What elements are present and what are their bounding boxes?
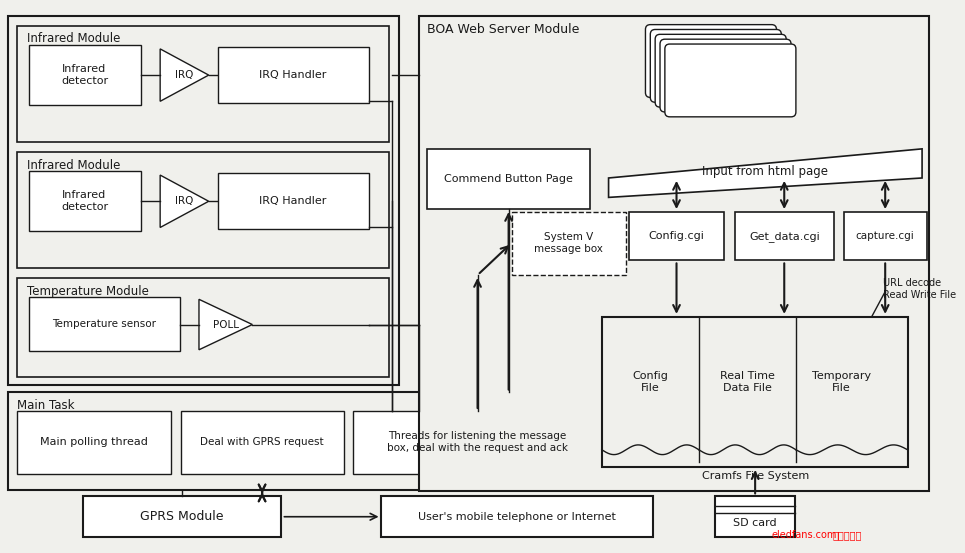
Text: IRQ: IRQ: [176, 196, 194, 206]
Text: System V
message box: System V message box: [535, 232, 603, 254]
Text: Temperature sensor: Temperature sensor: [52, 319, 156, 328]
FancyBboxPatch shape: [82, 497, 282, 537]
Text: Main Task: Main Task: [17, 399, 75, 413]
Text: Infrared
detector: Infrared detector: [61, 190, 108, 212]
FancyBboxPatch shape: [844, 212, 927, 260]
Text: Infrared Module: Infrared Module: [27, 33, 121, 45]
FancyBboxPatch shape: [8, 16, 399, 385]
Text: SD card: SD card: [733, 518, 777, 528]
FancyBboxPatch shape: [8, 393, 610, 489]
Text: Get_data.cgi: Get_data.cgi: [749, 231, 819, 242]
FancyBboxPatch shape: [353, 411, 602, 474]
FancyBboxPatch shape: [629, 212, 724, 260]
Text: Infrared
detector: Infrared detector: [61, 64, 108, 86]
FancyBboxPatch shape: [734, 212, 834, 260]
Text: Infrared Module: Infrared Module: [27, 159, 121, 171]
FancyBboxPatch shape: [665, 44, 796, 117]
Text: IRQ: IRQ: [176, 70, 194, 80]
Text: Main polling thread: Main polling thread: [41, 437, 148, 447]
Text: IRQ Handler: IRQ Handler: [260, 196, 327, 206]
FancyBboxPatch shape: [180, 411, 344, 474]
FancyBboxPatch shape: [660, 39, 791, 112]
Text: Real Time
Data File: Real Time Data File: [720, 371, 775, 393]
FancyBboxPatch shape: [17, 411, 171, 474]
Text: Temperature Module: Temperature Module: [27, 285, 149, 298]
FancyBboxPatch shape: [29, 45, 141, 105]
FancyBboxPatch shape: [427, 149, 591, 209]
Text: Cramfs File System: Cramfs File System: [702, 471, 809, 481]
FancyBboxPatch shape: [420, 16, 929, 492]
FancyBboxPatch shape: [381, 497, 653, 537]
Text: Web Pages: Web Pages: [689, 65, 753, 78]
FancyBboxPatch shape: [646, 25, 777, 97]
Polygon shape: [609, 149, 923, 197]
Text: Commend Button Page: Commend Button Page: [444, 174, 573, 184]
Text: BOA Web Server Module: BOA Web Server Module: [427, 23, 579, 36]
FancyBboxPatch shape: [17, 152, 389, 268]
Text: Temporary
File: Temporary File: [812, 371, 871, 393]
FancyBboxPatch shape: [715, 497, 795, 537]
FancyBboxPatch shape: [218, 47, 369, 103]
Text: IRQ Handler: IRQ Handler: [260, 70, 327, 80]
Text: POLL: POLL: [212, 320, 238, 330]
Polygon shape: [199, 299, 253, 350]
FancyBboxPatch shape: [602, 317, 907, 467]
FancyBboxPatch shape: [218, 173, 369, 229]
Polygon shape: [160, 49, 208, 101]
Text: User's mobile telephone or Internet: User's mobile telephone or Internet: [419, 512, 617, 521]
FancyBboxPatch shape: [655, 34, 786, 107]
Text: eledfans.com: eledfans.com: [772, 530, 837, 540]
FancyBboxPatch shape: [29, 171, 141, 231]
Text: Threads for listening the message
box, deal with the request and ack: Threads for listening the message box, d…: [387, 431, 568, 453]
Text: URL decode
Read Write File: URL decode Read Write File: [883, 278, 956, 300]
Text: Input from html page: Input from html page: [702, 165, 828, 178]
Text: Deal with GPRS request: Deal with GPRS request: [201, 437, 324, 447]
Text: Config
File: Config File: [632, 371, 668, 393]
FancyBboxPatch shape: [29, 298, 179, 351]
Text: 电子发烧友: 电子发烧友: [833, 530, 862, 540]
FancyBboxPatch shape: [511, 212, 626, 275]
Text: GPRS Module: GPRS Module: [140, 510, 223, 523]
FancyBboxPatch shape: [17, 278, 389, 377]
FancyBboxPatch shape: [650, 29, 782, 102]
FancyBboxPatch shape: [17, 25, 389, 142]
Text: Config.cgi: Config.cgi: [648, 231, 704, 241]
Polygon shape: [160, 175, 208, 227]
Text: capture.cgi: capture.cgi: [856, 231, 915, 241]
